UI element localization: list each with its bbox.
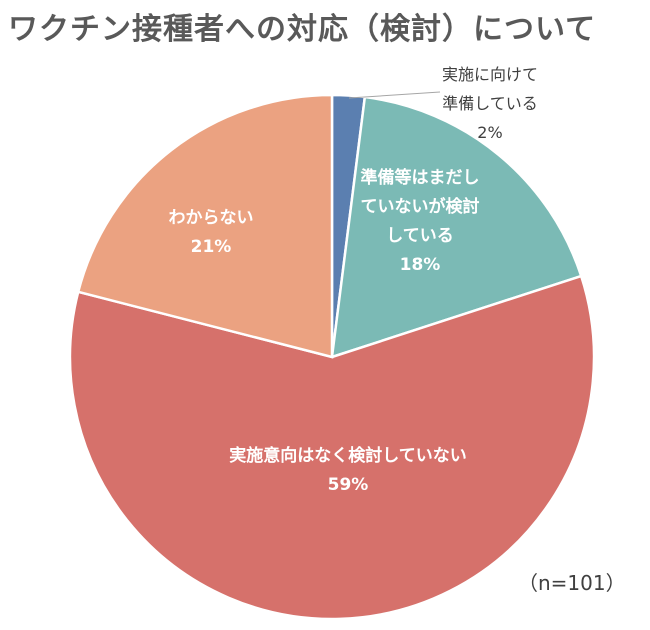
slice-category-label-2: 準備等はまだし	[361, 167, 480, 188]
slice-category-label-3: 実施意向はなく検討していない	[229, 445, 467, 466]
chart-title: ワクチン接種者への対応（検討）について	[8, 12, 597, 47]
slice-category-label-1: 実施に向けて	[442, 65, 538, 84]
pie-slice-4	[76, 93, 334, 359]
slice-value-label-2: 18%	[400, 255, 441, 275]
slice-category-label-4: わからない	[169, 208, 254, 228]
slice-value-label-4: 21%	[191, 237, 232, 257]
slice-category-label-2: ていないが検討	[361, 196, 480, 217]
slice-value-label-1: 2%	[477, 123, 502, 142]
slice-category-label-2: している	[386, 226, 454, 246]
slice-value-label-3: 59%	[328, 475, 369, 495]
pie-slice-3	[68, 274, 596, 621]
leader-line-1	[348, 91, 441, 99]
slice-category-label-1: 準備している	[442, 94, 538, 113]
pie-slice-2	[330, 95, 583, 359]
sample-size-note: （n=101）	[518, 571, 626, 595]
